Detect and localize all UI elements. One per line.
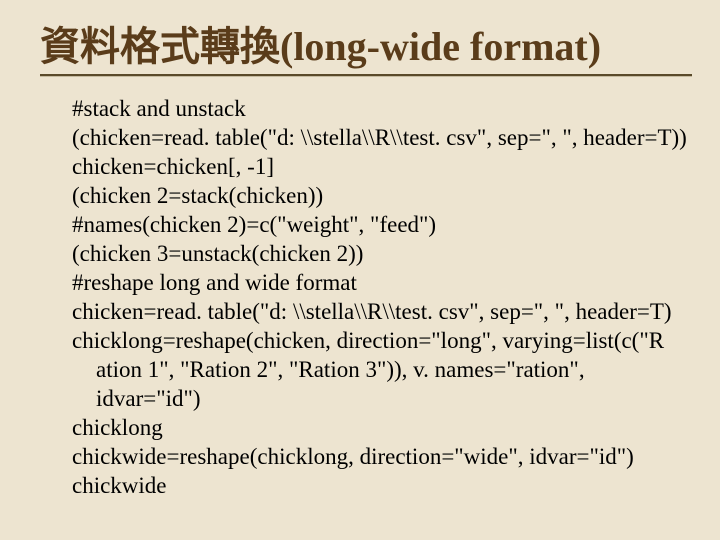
code-line: chicken=read. table("d: \\stella\\R\\tes… bbox=[72, 298, 692, 327]
code-line: (chicken=read. table("d: \\stella\\R\\te… bbox=[72, 124, 692, 153]
code-line: chickwide bbox=[72, 472, 692, 501]
slide: 資料格式轉換(long-wide format) #stack and unst… bbox=[0, 0, 720, 540]
code-line: #names(chicken 2)=c("weight", "feed") bbox=[72, 211, 692, 240]
code-line: chicken=chicken[, -1] bbox=[72, 153, 692, 182]
code-line: chicklong bbox=[72, 414, 692, 443]
title-rule bbox=[40, 74, 692, 77]
slide-title-latin: (long-wide format) bbox=[280, 24, 601, 69]
code-line: ation 1", "Ration 2", "Ration 3")), v. n… bbox=[72, 356, 692, 385]
code-line: idvar="id") bbox=[72, 385, 692, 414]
code-line: (chicken 3=unstack(chicken 2)) bbox=[72, 240, 692, 269]
slide-title: 資料格式轉換(long-wide format) bbox=[40, 24, 601, 69]
code-line: #reshape long and wide format bbox=[72, 269, 692, 298]
code-line: #stack and unstack bbox=[72, 95, 692, 124]
title-row: 資料格式轉換(long-wide format) bbox=[40, 16, 692, 68]
code-line: (chicken 2=stack(chicken)) bbox=[72, 182, 692, 211]
slide-body: #stack and unstack(chicken=read. table("… bbox=[40, 95, 692, 501]
code-line: chicklong=reshape(chicken, direction="lo… bbox=[72, 327, 692, 356]
slide-title-cjk: 資料格式轉換 bbox=[40, 24, 280, 69]
code-line: chickwide=reshape(chicklong, direction="… bbox=[72, 443, 692, 472]
